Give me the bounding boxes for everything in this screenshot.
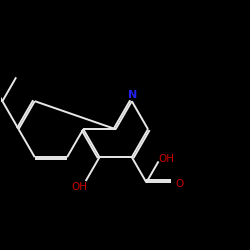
- Text: OH: OH: [72, 182, 88, 192]
- Text: O: O: [175, 179, 183, 189]
- Text: OH: OH: [158, 154, 174, 164]
- Text: N: N: [128, 90, 137, 100]
